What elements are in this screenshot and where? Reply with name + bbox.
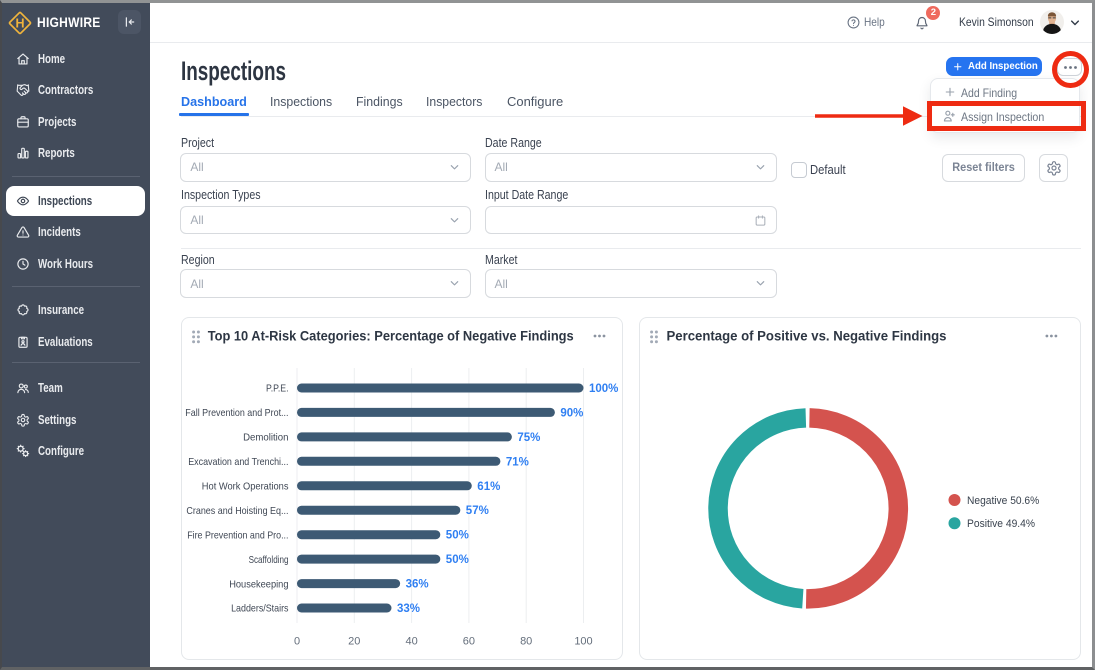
- svg-text:Ladders/Stairs: Ladders/Stairs: [231, 603, 288, 615]
- svg-text:Fire Prevention and Pro...: Fire Prevention and Pro...: [187, 529, 288, 541]
- svg-text:H: H: [15, 17, 24, 31]
- svg-text:Scaffolding: Scaffolding: [249, 554, 289, 566]
- svg-text:40: 40: [405, 635, 417, 647]
- svg-text:0: 0: [294, 635, 300, 647]
- svg-text:61%: 61%: [477, 481, 500, 493]
- svg-text:Excavation and Trenchi...: Excavation and Trenchi...: [188, 456, 288, 468]
- svg-text:36%: 36%: [406, 579, 429, 591]
- svg-text:P.P.E.: P.P.E.: [266, 383, 289, 395]
- svg-text:60: 60: [463, 635, 475, 647]
- svg-text:Housekeeping: Housekeeping: [229, 578, 288, 590]
- svg-text:Negative 50.6%: Negative 50.6%: [967, 495, 1039, 507]
- svg-text:50%: 50%: [446, 554, 469, 566]
- svg-text:20: 20: [348, 635, 360, 647]
- svg-text:Hot Work Operations: Hot Work Operations: [202, 481, 289, 493]
- svg-text:80: 80: [520, 635, 532, 647]
- svg-text:50%: 50%: [446, 530, 469, 542]
- svg-text:100: 100: [574, 635, 592, 647]
- svg-text:100%: 100%: [589, 383, 618, 395]
- svg-text:Cranes and Hoisting Eq...: Cranes and Hoisting Eq...: [186, 505, 288, 517]
- svg-text:Demolition: Demolition: [243, 432, 289, 444]
- svg-text:57%: 57%: [466, 505, 489, 517]
- svg-text:Positive 49.4%: Positive 49.4%: [967, 518, 1035, 530]
- svg-text:75%: 75%: [517, 432, 540, 444]
- svg-text:Percentage of Positive vs. Neg: Percentage of Positive vs. Negative Find…: [667, 329, 947, 344]
- svg-text:Fall Prevention and Prot...: Fall Prevention and Prot...: [185, 407, 288, 419]
- svg-text:33%: 33%: [397, 603, 420, 615]
- svg-text:71%: 71%: [506, 456, 529, 468]
- svg-text:Top 10 At-Risk Categories: Per: Top 10 At-Risk Categories: Percentage of…: [208, 329, 574, 344]
- svg-text:90%: 90%: [560, 407, 583, 419]
